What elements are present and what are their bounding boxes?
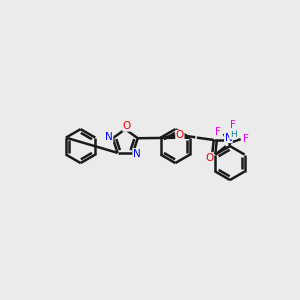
Text: O: O	[176, 130, 184, 140]
Text: H: H	[230, 130, 236, 139]
Text: F: F	[214, 127, 220, 137]
Text: N: N	[105, 132, 113, 142]
Text: N: N	[224, 133, 232, 142]
Text: F: F	[230, 120, 236, 130]
Text: N: N	[133, 148, 141, 159]
Text: F: F	[243, 134, 249, 144]
Text: O: O	[205, 153, 213, 163]
Text: O: O	[123, 121, 131, 131]
